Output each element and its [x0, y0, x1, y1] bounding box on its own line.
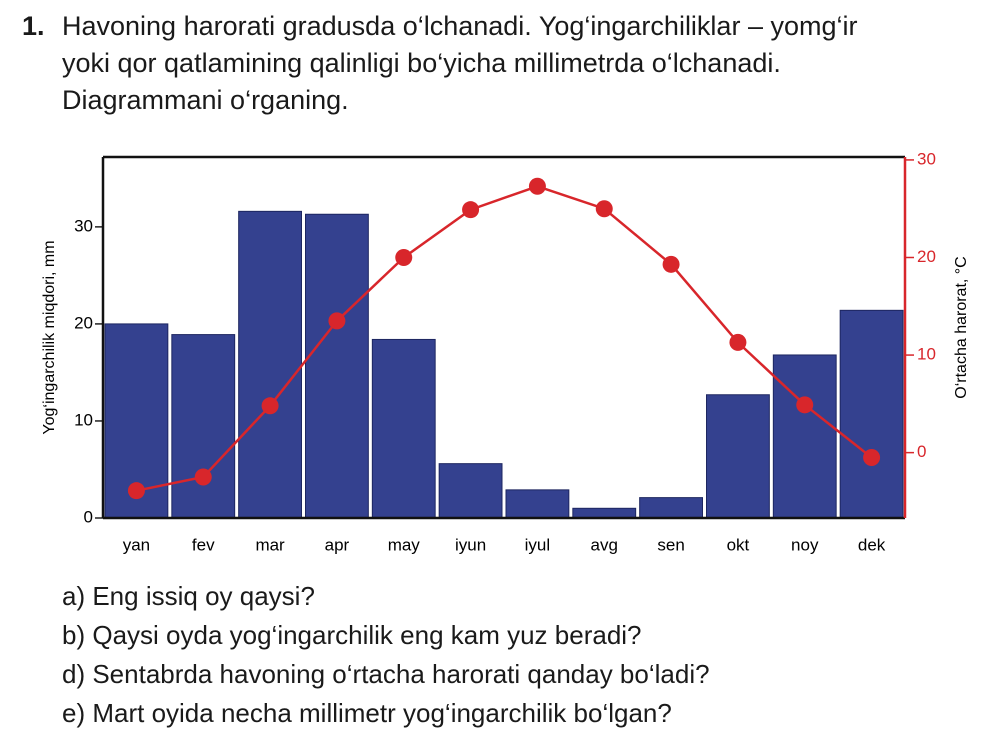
y2-tick-label: 20 — [917, 247, 936, 266]
subquestion: e) Mart oyida necha millimetr yog‘ingarc… — [62, 698, 672, 728]
y-axis-label: Yog‘ingarchilik miqdori, mm — [41, 240, 58, 434]
point — [796, 396, 814, 414]
y2-axis-label: O‘rtacha harorat, °C — [953, 256, 970, 398]
point — [595, 200, 613, 218]
y2-tick-label: 30 — [917, 149, 936, 168]
bar — [305, 213, 369, 519]
point — [863, 449, 881, 467]
bar — [706, 394, 770, 519]
y-tick-label: 30 — [74, 216, 93, 235]
point — [328, 312, 346, 330]
x-tick-label: dek — [858, 535, 886, 554]
x-tick-label: mar — [255, 535, 285, 554]
x-tick-label: sen — [657, 535, 684, 554]
bar — [438, 463, 503, 519]
line — [136, 184, 873, 492]
point — [395, 248, 413, 266]
x-tick-label: noy — [791, 535, 819, 554]
bar — [639, 497, 704, 519]
x-tick-label: may — [388, 535, 421, 554]
bar — [839, 309, 904, 519]
x-tick-label: yan — [123, 535, 150, 554]
y2-tick-label: 0 — [917, 442, 926, 461]
question-number: 1. — [22, 11, 45, 41]
x-tick-label: apr — [325, 535, 350, 554]
point — [194, 468, 212, 486]
bar — [572, 507, 637, 519]
subquestion: b) Qaysi oyda yog‘ingarchilik eng kam yu… — [62, 620, 642, 650]
y-tick-label: 10 — [74, 410, 93, 429]
x-tick-label: avg — [591, 535, 618, 554]
point — [528, 177, 546, 195]
bar — [371, 338, 436, 519]
question-text: Havoning harorati gradusda o‘lchanadi. Y… — [62, 11, 858, 115]
point — [662, 255, 680, 273]
x-tick-label: iyun — [455, 535, 486, 554]
question: 1. Havoning harorati gradusda o‘lchanadi… — [22, 8, 882, 119]
y2-tick-label: 10 — [917, 345, 936, 364]
bar — [505, 489, 570, 519]
point — [261, 397, 279, 415]
x-tick-label: fev — [192, 535, 215, 554]
x-tick-label: okt — [727, 535, 750, 554]
bar — [238, 210, 303, 519]
bar — [772, 354, 837, 519]
y-tick-label: 20 — [74, 313, 93, 332]
subquestion: d) Sentabrda havoning o‘rtacha harorati … — [62, 659, 710, 689]
point — [127, 482, 145, 500]
point — [729, 333, 747, 351]
bar — [171, 334, 236, 519]
subquestions: a) Eng issiq oy qaysi? b) Qaysi oyda yog‘… — [62, 577, 710, 733]
x-tick-label: iyul — [525, 535, 551, 554]
y-tick-label: 0 — [84, 507, 93, 526]
subquestion: a) Eng issiq oy qaysi? — [62, 581, 315, 611]
point — [462, 201, 480, 219]
